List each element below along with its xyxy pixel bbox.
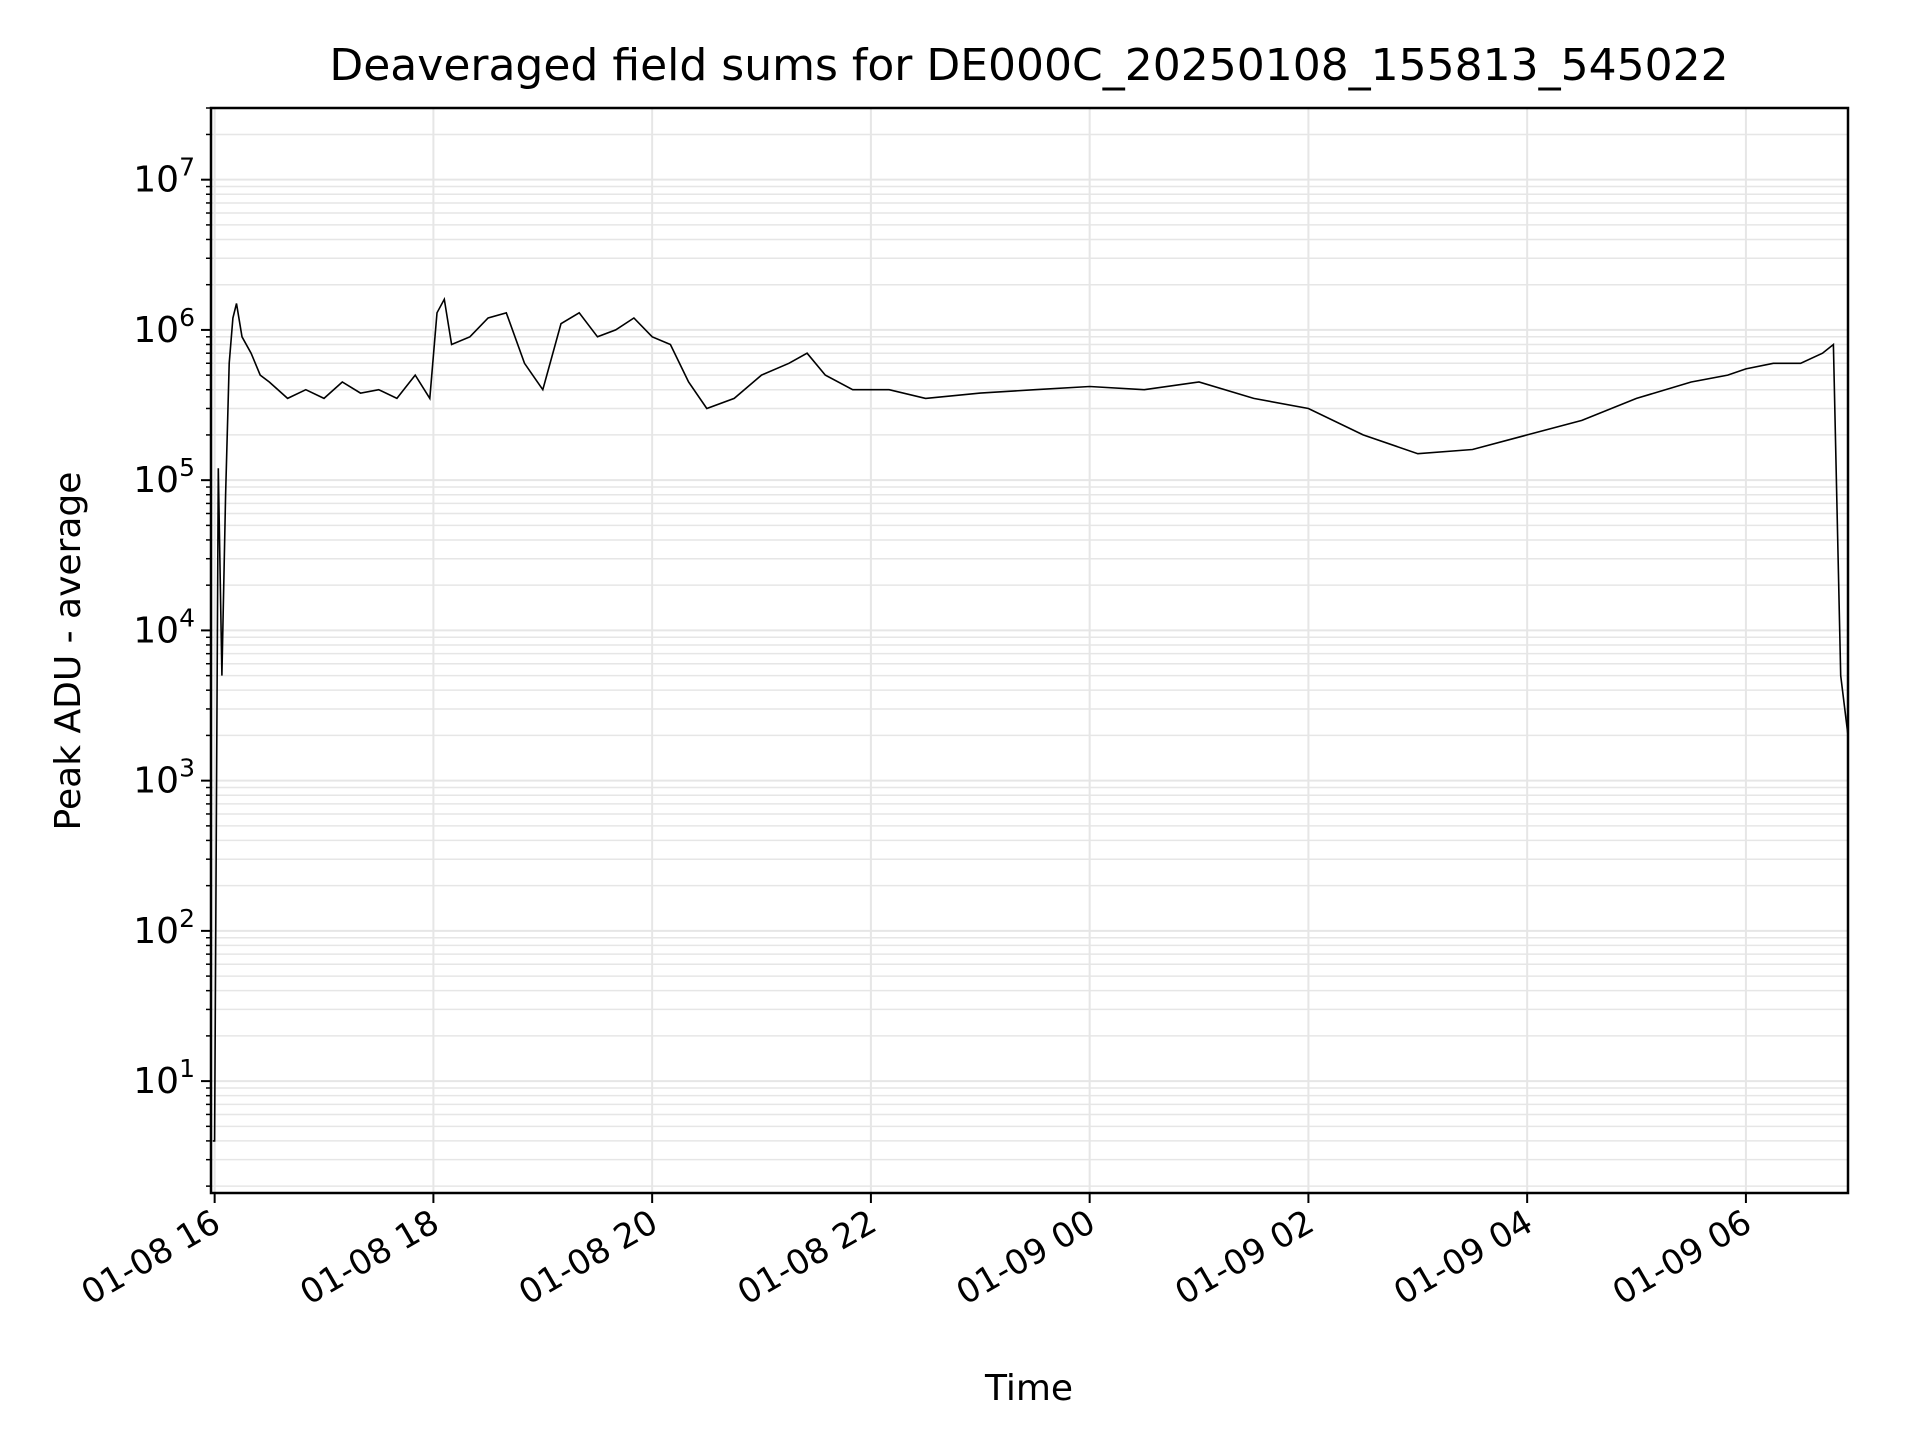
y-tick-label: 102	[133, 904, 195, 952]
y-axis-label: Peak ADU - average	[48, 472, 89, 831]
plot-frame	[209, 106, 1850, 1195]
y-tick-label: 106	[133, 303, 195, 351]
y-tick-label: 104	[133, 603, 195, 651]
grid-lines	[211, 107, 1848, 1193]
x-axis-label: Time	[984, 1368, 1073, 1409]
y-tick-label: 101	[133, 1054, 195, 1102]
y-axis-ticks: 101 102 103 104 105 106 107	[133, 107, 211, 1187]
y-tick-label: 107	[133, 153, 195, 201]
chart-title: Deaveraged field sums for DE000C_2025010…	[329, 40, 1728, 91]
y-tick-label: 103	[133, 754, 195, 802]
series-line	[212, 296, 1849, 1142]
y-tick-label: 105	[133, 453, 195, 501]
series-layer	[212, 296, 1849, 1142]
